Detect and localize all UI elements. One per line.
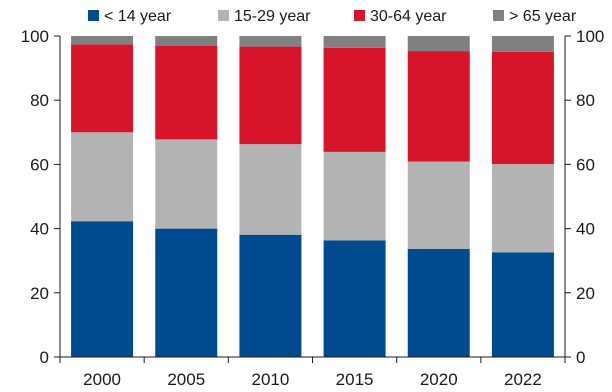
bar-segment-2015-series-3 [323, 36, 386, 48]
y-tick-label-right: 60 [576, 155, 595, 174]
bar-segment-2000-series-0 [71, 221, 134, 357]
y-tick-label-left: 60 [30, 155, 49, 174]
bar-segment-2000-series-3 [71, 36, 134, 45]
x-tick-label-2015: 2015 [336, 370, 374, 389]
bar-segment-2015-series-1 [323, 151, 386, 241]
legend: < 14 year 15-29 year 30-64 year > 65 year [88, 8, 577, 25]
x-tick-label-2000: 2000 [83, 370, 121, 389]
bar-segment-2020-series-0 [407, 248, 470, 357]
bar-segment-2020-series-1 [407, 161, 470, 249]
legend-swatch-2 [354, 10, 365, 21]
bar-segment-2000-series-2 [71, 44, 134, 133]
bar-segment-2010-series-3 [239, 36, 302, 47]
legend-swatch-1 [218, 10, 229, 21]
bar-segment-2022-series-3 [491, 36, 554, 52]
bar-segment-2005-series-0 [155, 228, 218, 357]
bar-segment-2015-series-0 [323, 240, 386, 357]
y-tick-label-left: 40 [30, 220, 49, 239]
y-tick-label-right: 0 [576, 348, 585, 367]
y-tick-label-left: 20 [30, 284, 49, 303]
bar-segment-2022-series-1 [491, 164, 554, 253]
bar-segment-2010-series-0 [239, 234, 302, 357]
legend-label-1: 15-29 year [234, 8, 311, 25]
bar-segment-2020-series-2 [407, 51, 470, 162]
y-tick-label-right: 20 [576, 284, 595, 303]
y-tick-label-right: 100 [576, 27, 604, 46]
bar-segment-2005-series-1 [155, 139, 218, 229]
bar-segment-2000-series-1 [71, 132, 134, 222]
legend-swatch-3 [493, 10, 504, 21]
y-tick-label-right: 40 [576, 220, 595, 239]
bar-segment-2020-series-3 [407, 36, 470, 52]
legend-label-3: > 65 year [509, 8, 577, 25]
y-tick-label-left: 80 [30, 91, 49, 110]
x-tick-label-2022: 2022 [504, 370, 542, 389]
bar-segment-2022-series-0 [491, 252, 554, 357]
bar-segment-2010-series-2 [239, 46, 302, 145]
y-tick-label-left: 0 [40, 348, 49, 367]
bar-segment-2005-series-3 [155, 36, 218, 46]
y-tick-label-right: 80 [576, 91, 595, 110]
x-tick-label-2020: 2020 [420, 370, 458, 389]
x-tick-label-2005: 2005 [167, 370, 205, 389]
legend-label-0: < 14 year [104, 8, 172, 25]
x-tick-label-2010: 2010 [252, 370, 290, 389]
legend-swatch-0 [88, 10, 99, 21]
legend-label-2: 30-64 year [370, 8, 447, 25]
bar-segment-2022-series-2 [491, 51, 554, 165]
bar-segment-2005-series-2 [155, 45, 218, 140]
y-tick-label-left: 100 [21, 27, 49, 46]
bar-segment-2010-series-1 [239, 144, 302, 235]
bar-segment-2015-series-2 [323, 47, 386, 152]
bars [71, 36, 554, 357]
